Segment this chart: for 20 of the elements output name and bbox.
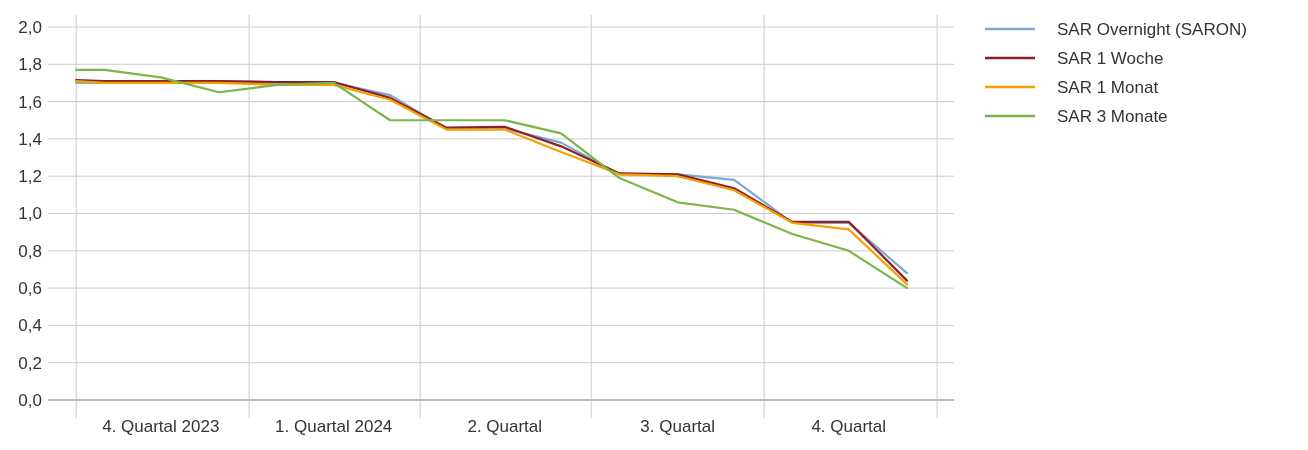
y-tick-label: 0,4 <box>18 316 42 336</box>
x-tick-label: 4. Quartal <box>811 417 887 436</box>
y-tick-label: 0,6 <box>18 279 42 299</box>
x-tick-label: 1. Quartal 2024 <box>275 417 393 436</box>
y-tick-label: 0,2 <box>18 353 42 373</box>
x-tick-label: 2. Quartal <box>467 417 543 436</box>
legend-label: SAR 3 Monate <box>1057 106 1168 126</box>
y-tick-label: 1,6 <box>18 92 42 112</box>
legend-label: SAR Overnight (SARON) <box>1057 19 1247 39</box>
y-tick-label: 0,8 <box>18 241 42 261</box>
y-tick-label: 0,0 <box>18 390 42 410</box>
legend-label: SAR 1 Monat <box>1057 77 1159 97</box>
x-tick-label: 4. Quartal 2023 <box>102 417 220 436</box>
y-tick-label: 2,0 <box>18 17 42 37</box>
y-tick-label: 1,2 <box>18 167 42 187</box>
y-tick-label: 1,4 <box>18 129 42 149</box>
x-tick-label: 3. Quartal <box>640 417 716 436</box>
y-tick-label: 1,8 <box>18 55 42 75</box>
y-tick-label: 1,0 <box>18 204 42 224</box>
legend-label: SAR 1 Woche <box>1057 48 1164 68</box>
